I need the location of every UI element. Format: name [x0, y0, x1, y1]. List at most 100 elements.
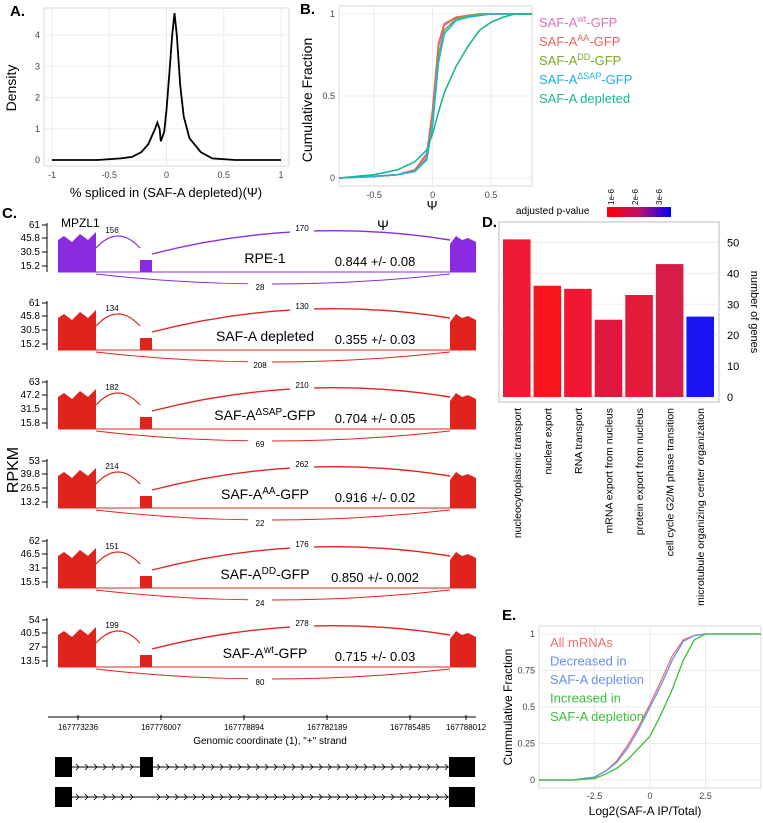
legend-base: SAF-A — [539, 72, 578, 87]
y-tick-label: 1 — [530, 629, 535, 639]
strand-arrow — [102, 763, 107, 771]
series-line-2 — [539, 633, 761, 781]
strand-arrow — [165, 793, 170, 801]
rpkm-tick-label: 62 — [29, 536, 41, 547]
strand-arrow — [165, 763, 170, 771]
panel-d-ylabel: number of genes — [748, 271, 760, 354]
junction-count-long: 170 — [295, 224, 309, 233]
strand-arrow — [426, 763, 431, 771]
strand-arrow — [435, 763, 440, 771]
panel-b-y-ticks: 00.51 — [322, 9, 335, 183]
junction-count-skip: 22 — [256, 519, 265, 528]
strand-arrow — [174, 793, 179, 801]
coverage-exon-3 — [450, 314, 476, 350]
sample-name: SAF-A depleted — [216, 328, 314, 344]
gene-model-0 — [55, 757, 475, 777]
legend-item: SAF-AAA-GFP — [539, 33, 620, 49]
legend-item: SAF-AΔSAP-GFP — [539, 71, 632, 87]
bar-5 — [655, 264, 684, 397]
coverage-exon-3 — [450, 393, 476, 429]
strand-arrow — [228, 763, 233, 771]
genomic-tick-label: 167773236 — [58, 723, 99, 732]
x-tick-label: 0 — [647, 791, 652, 801]
sample-name: SAF-A — [221, 486, 263, 502]
y-tick-label: 50 — [727, 237, 739, 249]
panel-b-legend: SAF-Awt-GFPSAF-AAA-GFPSAF-ADD-GFPSAF-AΔS… — [539, 14, 632, 106]
panel-e-letter: E. — [502, 607, 516, 624]
y-tick-label: 0 — [330, 173, 335, 183]
coverage-exon-1 — [58, 548, 96, 588]
junction-label-bg — [248, 677, 272, 687]
junction-label-bg — [290, 539, 314, 549]
bar-3 — [594, 319, 623, 397]
legend-item: SAF-Awt-GFP — [539, 14, 617, 30]
rpkm-tick-label: 15.5 — [21, 577, 41, 588]
strand-arrow — [408, 793, 413, 801]
track-0: 61 45.8 30.5 15.2 156 170 28 RPE-1 0.844 +/- 0.0… — [21, 220, 476, 292]
sample-name: SAF-A — [214, 407, 256, 423]
junction-count-long: 130 — [295, 302, 309, 311]
track-sample-label: SAF-Awt-GFP — [223, 645, 308, 662]
strand-arrow — [210, 763, 215, 771]
strand-arrow — [120, 793, 125, 801]
panel-c-genomic-label: Genomic coordinate (1), "+" strand — [193, 736, 347, 747]
junction-label-bg — [100, 620, 124, 630]
strand-arrow — [93, 793, 98, 801]
junction-label-bg — [100, 225, 124, 235]
legend-sup: AA — [577, 33, 589, 43]
legend-tick-label: 3e-6 — [655, 188, 664, 205]
strand-arrow — [183, 763, 188, 771]
junction-arc-skip — [95, 351, 451, 363]
junction-count-left: 214 — [105, 462, 119, 471]
coverage-exon-1 — [58, 232, 96, 272]
junction-arc-skip — [95, 589, 451, 601]
rpkm-tick-label: 61 — [29, 220, 41, 231]
junction-arc-left — [95, 313, 141, 327]
genomic-tick-label: 167785485 — [390, 723, 431, 732]
strand-arrow — [201, 793, 206, 801]
strand-arrow — [282, 763, 287, 771]
exon-box — [55, 787, 72, 807]
junction-label-bg — [100, 461, 124, 471]
sample-rest: -GFP — [282, 407, 315, 423]
panel-d-colorbar — [607, 207, 671, 217]
rpkm-tick-label: 31 — [29, 563, 41, 574]
strand-arrow — [345, 793, 350, 801]
junction-arc-long — [151, 230, 451, 255]
category-label: mRNA export from nucleus — [604, 408, 616, 533]
junction-label-bg — [290, 380, 314, 390]
x-tick-label: -1 — [48, 170, 56, 180]
strand-arrow — [264, 793, 269, 801]
junction-count-long: 176 — [295, 540, 309, 549]
junction-count-left: 151 — [105, 542, 119, 551]
category-label: nucleocytoplasmic transport — [512, 408, 524, 538]
strand-arrow — [273, 793, 278, 801]
legend-item: SAF-A depletion — [550, 709, 644, 724]
genomic-tick-label: 167776007 — [141, 723, 182, 732]
track-4: 62 46.5 31 15.5 151 176 24 SAF-ADD-GFP 0.850 +/-… — [21, 536, 476, 608]
y-tick-label: 0.5 — [522, 702, 535, 712]
strand-arrow — [372, 763, 377, 771]
panel-e: E. 0 0.25 0.5 0.75 1 -2.5 0 2.5 All mRNAs Decre… — [501, 607, 762, 818]
panel-c-ylabel: RPKM — [5, 447, 22, 493]
strand-arrow — [255, 793, 260, 801]
panel-c-psi-header: Ψ — [377, 217, 389, 233]
strand-arrow — [336, 763, 341, 771]
strand-arrow — [354, 793, 359, 801]
y-tick-label: 1 — [330, 9, 335, 19]
strand-arrow — [93, 763, 98, 771]
panel-c-gene-name: MPZL1 — [61, 216, 100, 230]
x-tick-label: 0 — [164, 170, 169, 180]
panel-e-series — [539, 633, 761, 781]
coverage-exon-3 — [450, 631, 476, 667]
exon-box — [449, 787, 475, 807]
genomic-tick-label: 167778894 — [224, 723, 265, 732]
strand-arrow — [300, 793, 305, 801]
rpkm-tick-label: 54 — [29, 615, 41, 626]
strand-arrow — [309, 763, 314, 771]
panel-c-letter: C. — [2, 205, 17, 222]
track-psi-value: 0.850 +/- 0.002 — [331, 570, 419, 585]
strand-arrow — [363, 763, 368, 771]
sample-name: RPE-1 — [244, 250, 285, 266]
strand-arrow — [381, 763, 386, 771]
